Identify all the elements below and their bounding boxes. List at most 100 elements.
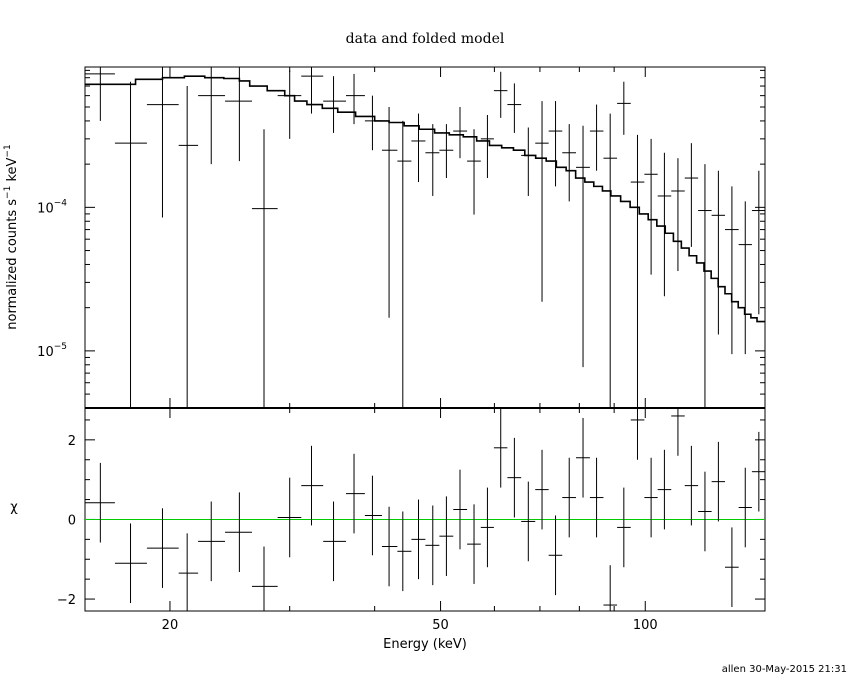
residual-point — [507, 437, 522, 518]
residual-point — [480, 487, 494, 568]
bottom-axis-ticks — [85, 408, 765, 611]
residual-point — [562, 457, 577, 538]
residual-point — [198, 501, 226, 582]
top-y-axis-label-sup2: −1 — [3, 144, 13, 157]
data-point — [603, 113, 618, 408]
residual-point — [684, 445, 699, 526]
x-axis-label: Energy (keV) — [383, 637, 467, 652]
top-y-tick-label: 10−4 — [37, 198, 67, 216]
data-point — [671, 158, 685, 272]
chi-tick-label: 0 — [68, 513, 76, 528]
residual-point — [397, 511, 412, 592]
residual-point — [251, 546, 278, 611]
residual-point — [576, 417, 590, 498]
data-point — [198, 67, 226, 165]
residual-point — [225, 492, 252, 572]
data-point — [323, 76, 346, 133]
top-axis-ticks — [85, 67, 765, 409]
residual-point — [467, 504, 481, 584]
residual-point — [345, 453, 365, 534]
residual-point — [493, 408, 508, 488]
top-y-axis-label-sup1: −1 — [3, 186, 13, 199]
data-point — [711, 170, 726, 335]
top-y-axis-label-main: normalized counts s — [5, 199, 20, 330]
data-point — [548, 101, 563, 187]
data-point — [178, 86, 199, 408]
folded-model-line — [85, 75, 765, 323]
residual-point — [521, 481, 536, 562]
residual-point — [439, 496, 454, 576]
data-point — [644, 138, 658, 275]
residual-point — [671, 408, 685, 456]
data-point — [684, 143, 699, 247]
data-point — [411, 113, 426, 183]
data-point — [562, 124, 577, 202]
data-point — [381, 107, 398, 318]
model-series — [85, 75, 765, 323]
data-point — [146, 67, 179, 218]
data-point — [576, 125, 590, 368]
data-point — [725, 186, 739, 355]
x-tick-label: 20 — [162, 618, 179, 633]
data-point — [738, 201, 752, 355]
residual-point — [425, 505, 440, 586]
bottom-y-axis-label: χ — [10, 500, 18, 515]
data-point — [225, 67, 252, 162]
data-point — [114, 81, 147, 408]
footer-stamp: allen 30-May-2015 21:31 — [722, 664, 847, 675]
data-point — [364, 95, 382, 151]
residual-point — [751, 431, 765, 512]
residual-point — [535, 449, 549, 530]
data-series — [85, 67, 765, 408]
data-point — [277, 70, 302, 139]
residual-series — [85, 408, 765, 611]
residual-point — [411, 499, 426, 580]
residual-point — [644, 457, 658, 538]
top-y-axis-label-unit: keV — [5, 157, 20, 185]
data-point — [493, 71, 508, 118]
residual-point — [277, 477, 302, 558]
residual-point — [453, 469, 468, 550]
data-point — [657, 152, 672, 297]
residual-point — [738, 467, 752, 548]
residual-point — [364, 475, 382, 556]
residual-point — [114, 523, 147, 604]
residual-point — [146, 508, 179, 588]
data-point — [345, 73, 365, 125]
residual-point — [603, 565, 618, 611]
residual-point — [589, 457, 604, 538]
residual-point — [698, 471, 712, 552]
residual-point — [548, 515, 563, 596]
data-point — [521, 127, 536, 196]
top-y-tick-label: 10−5 — [37, 342, 67, 360]
data-point — [85, 67, 115, 121]
residual-point — [301, 445, 324, 526]
residual-point — [178, 533, 199, 611]
chi-tick-label: 2 — [68, 434, 76, 449]
residual-point — [725, 527, 739, 608]
data-point — [397, 120, 412, 408]
chi-tick-label: −2 — [57, 593, 76, 608]
data-point — [301, 67, 324, 114]
data-point — [507, 83, 522, 133]
top-y-axis-label: normalized counts s−1 keV−1 — [3, 144, 20, 329]
data-point — [467, 129, 481, 215]
residual-point — [617, 487, 631, 568]
data-point — [425, 124, 440, 196]
data-point — [535, 101, 549, 302]
residual-point — [711, 441, 726, 522]
residual-point — [381, 506, 398, 587]
residual-point — [657, 449, 672, 530]
data-point — [751, 170, 765, 315]
chart-title: data and folded model — [346, 31, 505, 47]
data-point — [453, 107, 468, 159]
data-point — [251, 129, 278, 408]
residual-point — [323, 501, 346, 582]
x-tick-label: 100 — [633, 618, 658, 633]
x-tick-label: 50 — [432, 618, 449, 633]
residual-point — [630, 408, 645, 460]
data-point — [698, 164, 712, 408]
data-point — [439, 124, 454, 179]
